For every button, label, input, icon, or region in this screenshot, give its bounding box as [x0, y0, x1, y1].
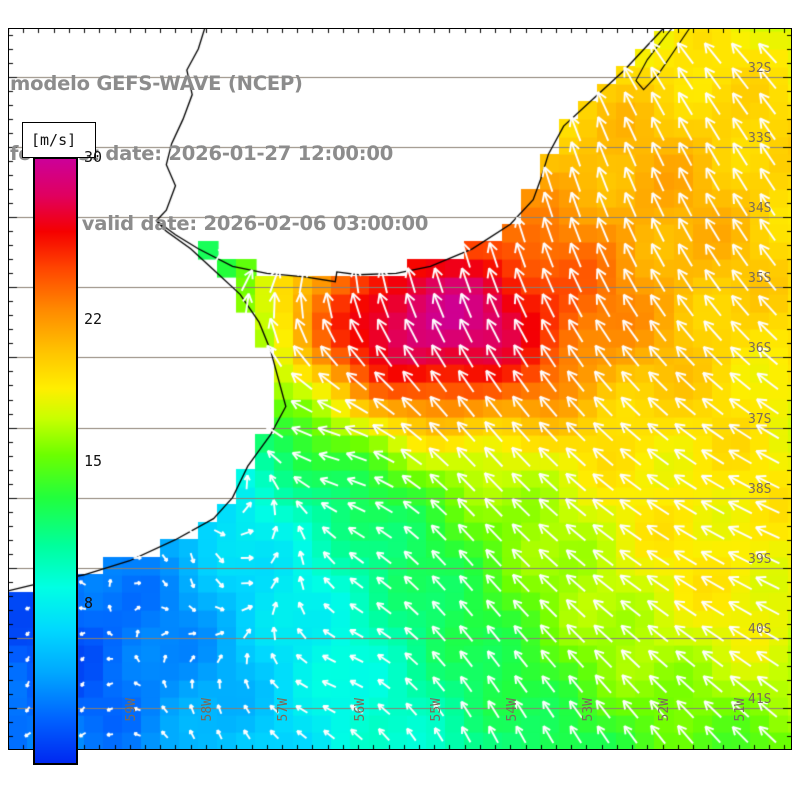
lat-tick-41S: 41S [748, 691, 772, 707]
lat-tick-39S: 39S [748, 551, 772, 567]
lon-tick-54W: 54W [504, 698, 520, 722]
lon-tick-51W: 51W [733, 698, 749, 722]
wind-speed-heatmap [8, 28, 792, 750]
colorbar-tick-22: 22 [84, 310, 103, 329]
colorbar-gradient [33, 157, 78, 765]
lat-tick-36S: 36S [748, 341, 772, 357]
lat-tick-38S: 38S [748, 481, 772, 497]
lat-tick-33S: 33S [748, 131, 772, 147]
colorbar-unit-label: [m/s] [31, 131, 77, 149]
lon-tick-52W: 52W [656, 698, 672, 722]
colorbar-tick-30: 30 [84, 148, 103, 166]
lon-tick-53W: 53W [580, 698, 596, 722]
lat-tick-35S: 35S [748, 271, 772, 287]
legend-unit-box [22, 122, 96, 158]
lat-tick-40S: 40S [748, 621, 772, 637]
lat-tick-34S: 34S [748, 201, 772, 217]
colorbar [33, 157, 78, 765]
model-title: modelo GEFS-WAVE (NCEP) [10, 72, 303, 96]
valid-date: valid date: 2026-02-06 03:00:00 [81, 211, 429, 235]
colorbar-tick-8: 8 [84, 593, 94, 612]
lon-tick-58W: 58W [200, 698, 216, 722]
lon-tick-57W: 57W [276, 698, 292, 722]
lat-tick-32S: 32S [748, 61, 772, 77]
colorbar-tick-15: 15 [84, 452, 103, 470]
lat-tick-37S: 37S [748, 411, 772, 427]
lon-tick-55W: 55W [428, 698, 444, 722]
lon-tick-59W: 59W [124, 698, 140, 722]
lon-tick-56W: 56W [352, 698, 368, 722]
